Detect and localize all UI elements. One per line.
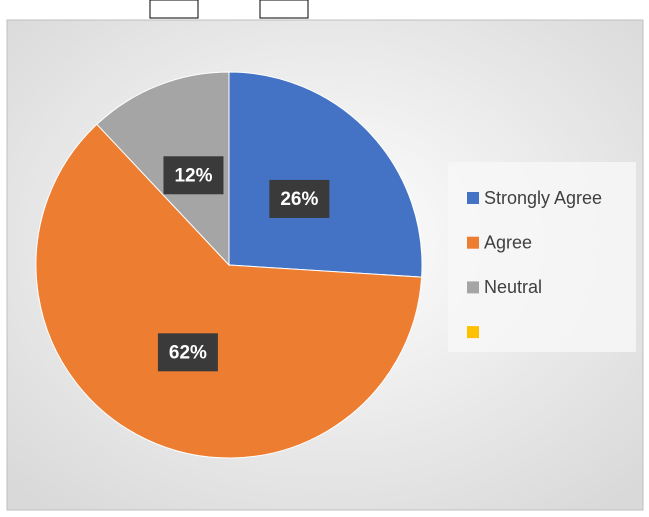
data-label-box [157, 333, 218, 372]
pie-slice [228, 71, 423, 278]
legend-swatch [467, 192, 479, 204]
legend-label: Strongly Agree [484, 188, 602, 208]
cropped-box [259, 0, 309, 19]
data-label-box [163, 156, 224, 195]
data-label-box [269, 179, 330, 218]
legend-label: Neutral [484, 277, 542, 297]
legend-swatch [467, 236, 479, 249]
data-label: 62% [169, 342, 207, 363]
legend-swatch [467, 326, 479, 339]
pie-slice [35, 123, 423, 459]
legend-swatch [467, 281, 479, 294]
data-label: 12% [174, 165, 212, 186]
pie-slice [96, 71, 230, 267]
cropped-box [149, 0, 199, 19]
legend-label: Agree [484, 232, 532, 252]
legend-box [448, 162, 636, 352]
data-label: 26% [280, 189, 318, 210]
